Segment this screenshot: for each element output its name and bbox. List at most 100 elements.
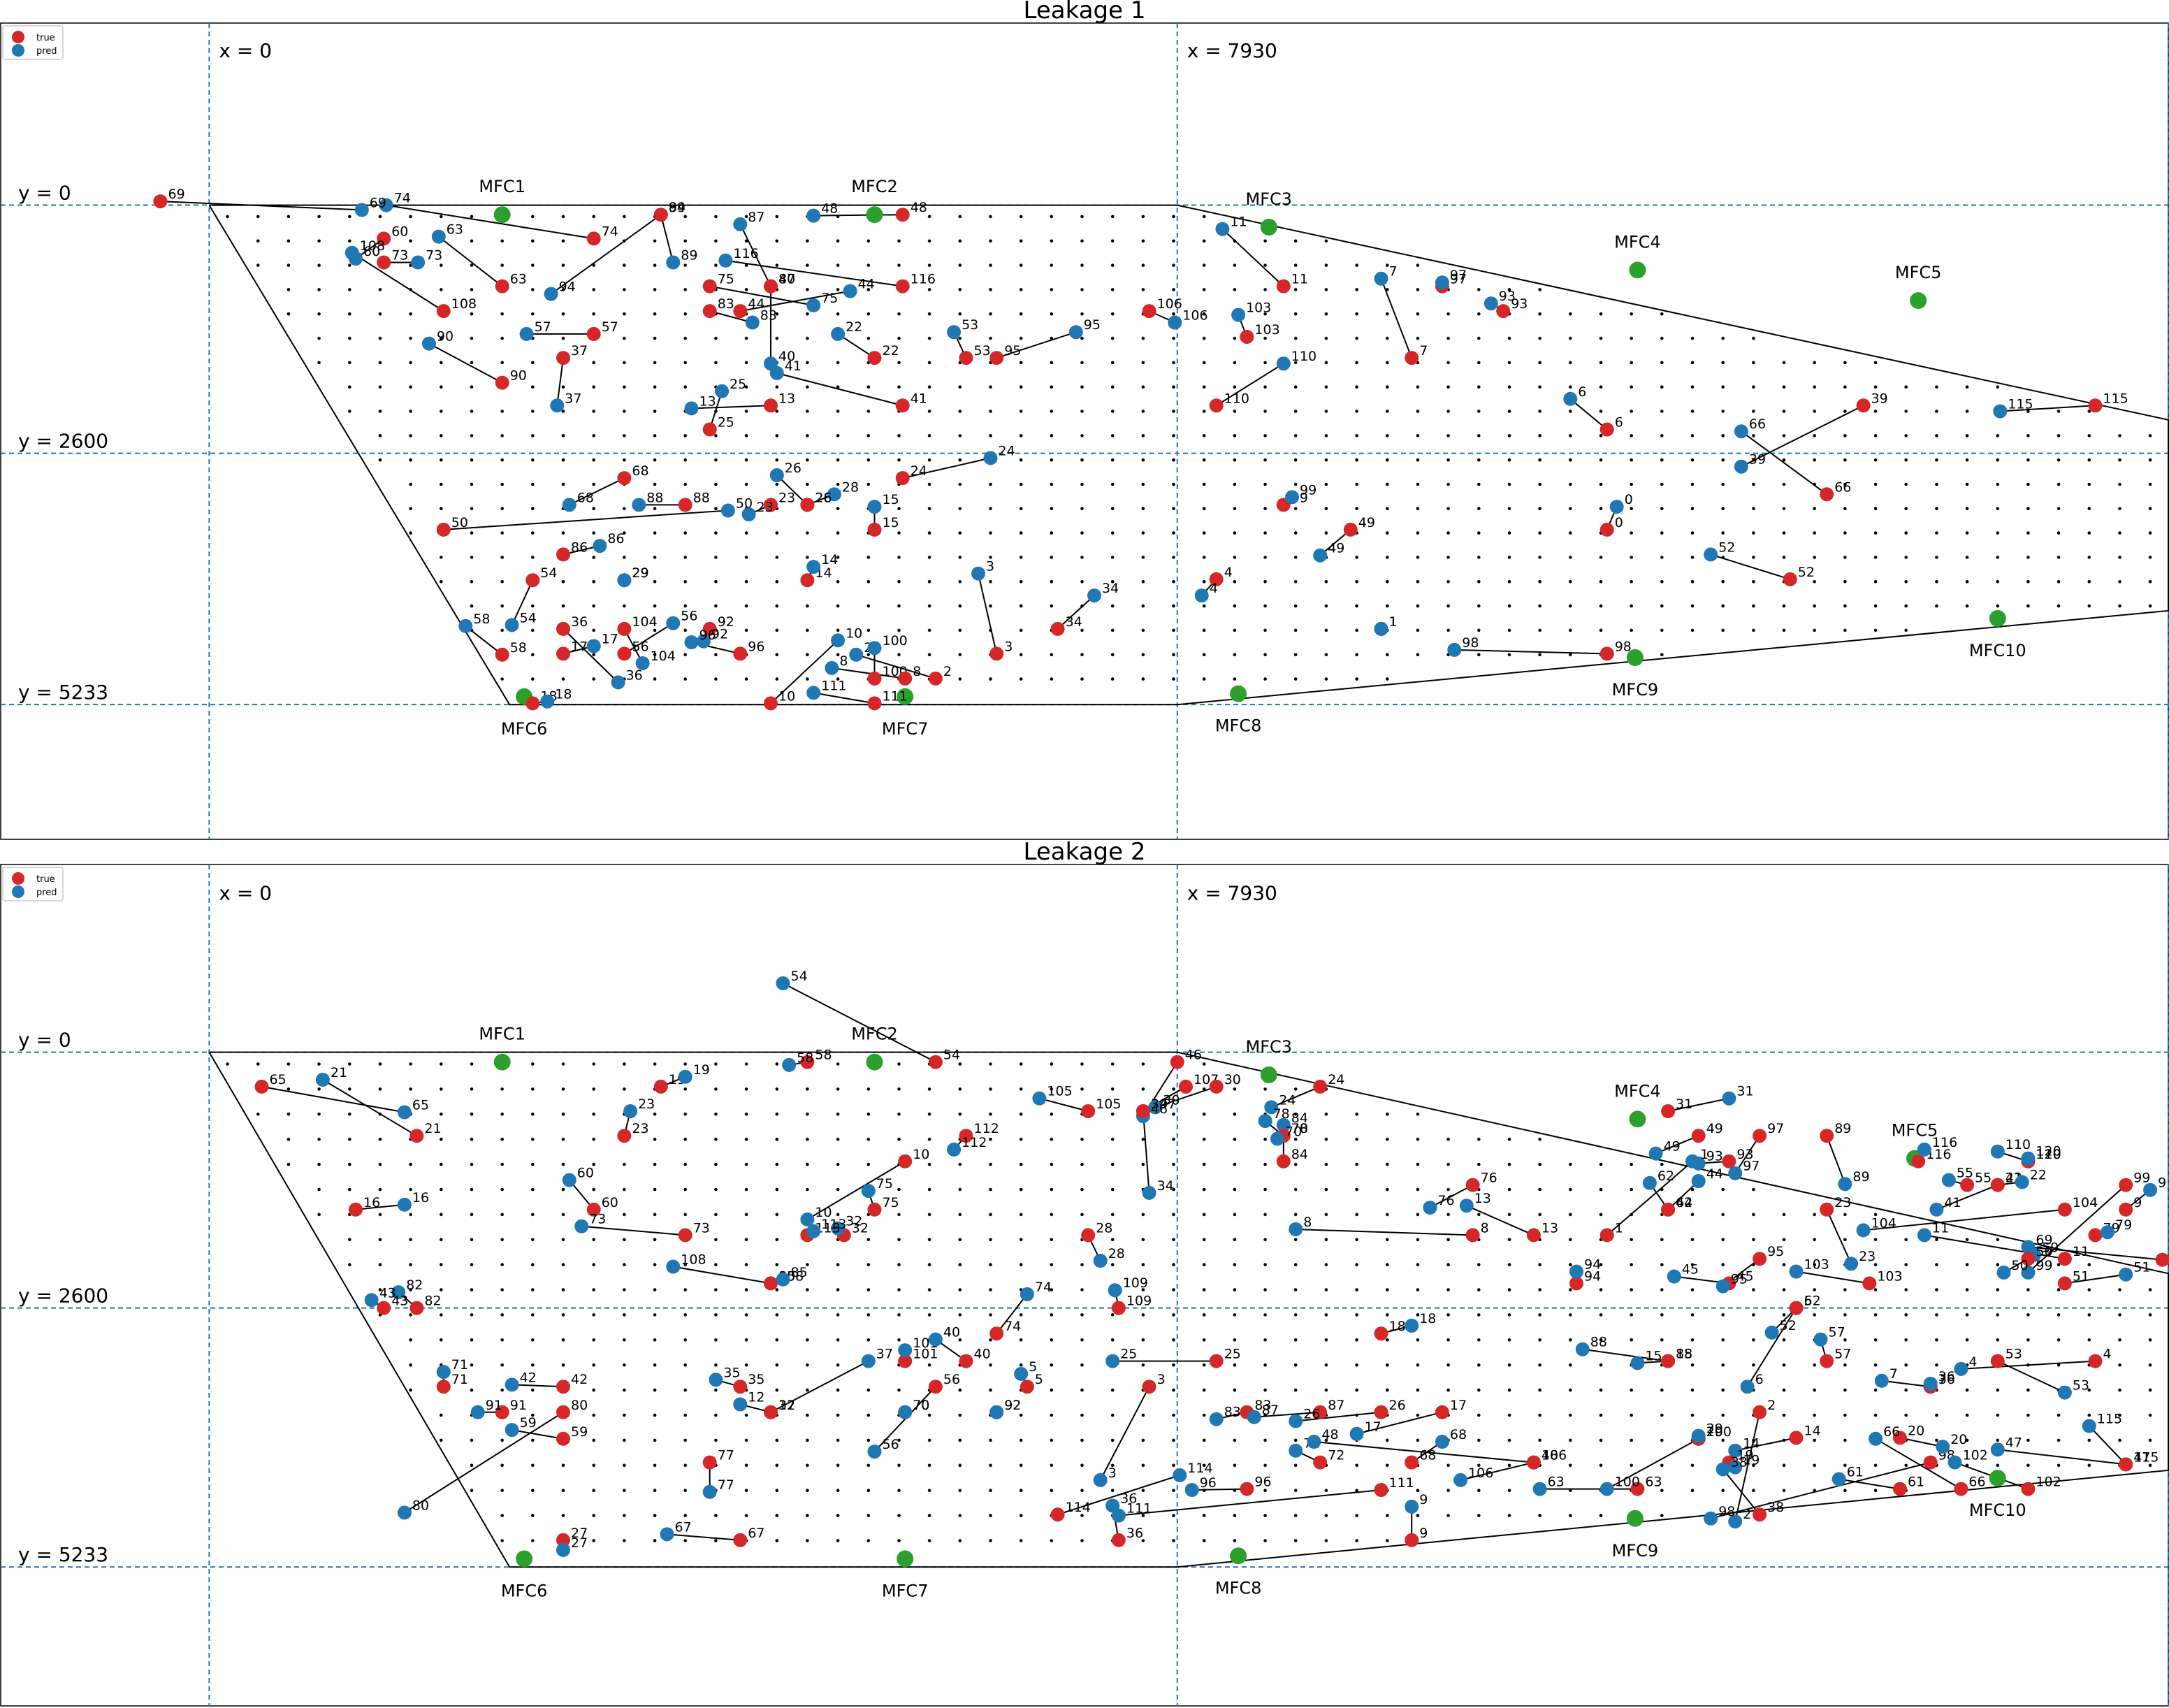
grid-dot xyxy=(1599,410,1603,413)
grid-dot xyxy=(989,1113,992,1116)
grid-dot xyxy=(348,239,351,243)
legend-pred-label: pred xyxy=(36,46,57,57)
true-point-104 xyxy=(2057,1202,2072,1217)
pred-point-57 xyxy=(1813,1332,1828,1347)
pred-point-35 xyxy=(709,1373,723,1387)
grid-dot xyxy=(744,1187,748,1192)
grid-dot xyxy=(1996,1263,2000,1266)
pred-point-86 xyxy=(593,539,607,553)
pred-point-73 xyxy=(574,1219,589,1233)
grid-dot xyxy=(1141,215,1145,219)
grid-dot xyxy=(1477,1514,1481,1517)
grid-dot xyxy=(989,604,992,608)
grid-dot xyxy=(775,1162,779,1166)
grid-dot xyxy=(958,653,962,657)
mfc-marker xyxy=(493,206,511,224)
pred-point-8 xyxy=(1289,1222,1303,1236)
grid-dot xyxy=(836,458,840,462)
grid-dot xyxy=(1293,1514,1298,1517)
grid-dot xyxy=(1873,1463,1878,1468)
grid-dot xyxy=(1080,410,1084,413)
pred-point-label: 37 xyxy=(876,1347,893,1362)
grid-dot xyxy=(470,312,474,316)
pred-point-label: 110 xyxy=(1291,349,1316,364)
pred-point-label: 69 xyxy=(370,195,386,210)
true-point-label: 3 xyxy=(1004,639,1013,654)
grid-dot xyxy=(1538,1413,1541,1417)
grid-dot xyxy=(775,215,779,219)
grid-dot xyxy=(531,653,535,657)
grid-dot xyxy=(1477,1388,1481,1392)
true-point-56 xyxy=(617,646,632,661)
pred-point-45 xyxy=(1667,1269,1681,1284)
grid-dot xyxy=(1202,556,1206,559)
grid-dot xyxy=(561,1489,565,1492)
grid-dot xyxy=(1019,458,1023,462)
grid-dot xyxy=(1446,1213,1450,1217)
grid-dot xyxy=(806,263,809,267)
grid-dot xyxy=(1324,410,1328,413)
grid-dot xyxy=(897,1438,901,1442)
grid-dot xyxy=(1416,1313,1420,1317)
grid-dot xyxy=(348,385,351,389)
pair-link-39 xyxy=(1741,405,1864,468)
pair-link-13 xyxy=(691,405,771,410)
pred-point-13 xyxy=(1459,1199,1474,1213)
true-point-80 xyxy=(556,1405,570,1419)
grid-dot xyxy=(897,1238,901,1242)
grid-dot xyxy=(714,1213,718,1217)
grid-dot xyxy=(1630,556,1633,559)
grid-dot xyxy=(1050,263,1054,267)
grid-dot xyxy=(927,628,931,632)
true-point-6 xyxy=(1789,1301,1804,1315)
grid-dot xyxy=(744,1263,748,1266)
grid-dot xyxy=(1813,1438,1816,1442)
grid-dot xyxy=(1172,239,1175,243)
grid-dot xyxy=(1904,580,1908,584)
grid-dot xyxy=(1324,653,1328,657)
true-point-36 xyxy=(556,621,570,636)
grid-dot xyxy=(1935,507,1938,511)
grid-dot xyxy=(1050,458,1054,462)
grid-dot xyxy=(744,1514,748,1517)
grid-dot xyxy=(1507,1162,1511,1166)
pred-point-label: 55 xyxy=(1957,1166,1973,1181)
grid-dot xyxy=(1630,628,1633,632)
grid-dot xyxy=(286,312,291,316)
grid-dot xyxy=(1569,628,1572,632)
grid-dot xyxy=(623,1087,626,1091)
true-point-4 xyxy=(2088,1354,2103,1368)
grid-dot xyxy=(1324,1137,1328,1141)
grid-dot xyxy=(1324,1539,1328,1542)
true-point-106 xyxy=(1142,304,1156,319)
grid-dot xyxy=(866,580,871,584)
grid-dot xyxy=(927,1213,931,1217)
pair-link-69 xyxy=(160,201,362,211)
true-point-label: 5 xyxy=(1035,1372,1043,1387)
grid-dot xyxy=(1752,385,1755,389)
true-point-label: 103 xyxy=(1877,1268,1902,1284)
pred-point-24 xyxy=(983,451,998,465)
grid-dot xyxy=(2087,482,2091,486)
true-point-54 xyxy=(525,573,540,588)
pred-point-label: 28 xyxy=(842,479,859,495)
grid-dot xyxy=(1141,1438,1145,1442)
grid-dot xyxy=(1110,1213,1115,1217)
grid-dot xyxy=(1416,531,1420,535)
grid-dot xyxy=(1110,1489,1115,1492)
grid-dot xyxy=(1569,1313,1572,1317)
true-point-label: 31 xyxy=(1676,1097,1692,1112)
true-point-label: 67 xyxy=(748,1526,764,1541)
grid-dot xyxy=(378,1213,382,1217)
true-point-label: 42 xyxy=(571,1372,588,1387)
pair-link-22 xyxy=(837,333,876,359)
grid-dot xyxy=(1721,1238,1725,1242)
true-point-label: 15 xyxy=(883,515,899,530)
grid-dot xyxy=(1507,1489,1511,1492)
pair-link-53 xyxy=(1997,1360,2066,1394)
grid-dot xyxy=(1263,1162,1267,1166)
grid-dot xyxy=(806,1363,809,1367)
true-point-34 xyxy=(1136,1104,1150,1118)
grid-dot xyxy=(1630,482,1633,486)
grid-dot xyxy=(1202,1514,1206,1517)
